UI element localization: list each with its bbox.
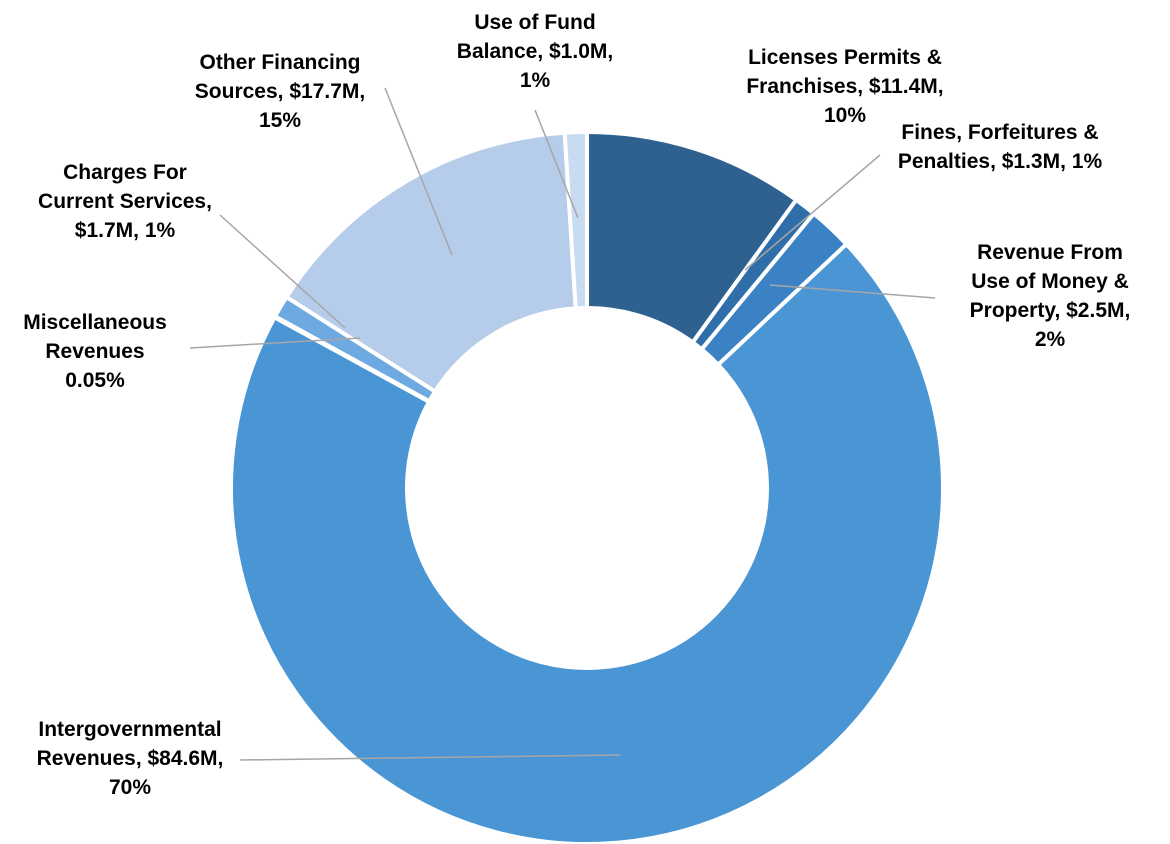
data-label: Miscellaneous Revenues 0.05%: [23, 311, 167, 392]
data-label: Intergovernmental Revenues, $84.6M, 70%: [36, 718, 224, 799]
data-label: Use of Fund Balance, $1.0M, 1%: [456, 11, 614, 92]
leader-line: [189, 337, 361, 349]
donut-slice: [284, 130, 578, 394]
leader-line: [239, 754, 621, 761]
leader-line: [744, 154, 881, 271]
leader-line: [219, 214, 346, 329]
leader-line: [384, 87, 453, 256]
data-label: Charges For Current Services, $1.7M, 1%: [38, 161, 212, 242]
leader-line: [534, 109, 579, 219]
data-label: Other Financing Sources, $17.7M, 15%: [194, 51, 366, 132]
leader-line: [769, 284, 936, 299]
data-label: Licenses Permits & Franchises, $11.4M, 1…: [746, 46, 944, 127]
donut-slice: [229, 242, 945, 844]
data-label: Revenue From Use of Money & Property, $2…: [969, 241, 1131, 351]
donut-slice: [562, 130, 589, 311]
data-label: Fines, Forfeitures & Penalties, $1.3M, 1…: [897, 121, 1103, 173]
